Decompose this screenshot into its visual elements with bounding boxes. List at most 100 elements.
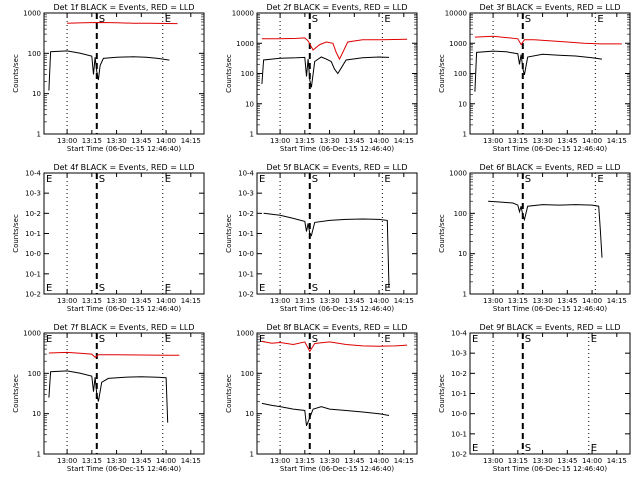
y-axis-label: Counts/sec xyxy=(12,54,20,93)
x-axis-label: Start Time (06-Dec-15 12:46:40) xyxy=(493,465,607,473)
plot-frame xyxy=(469,332,631,455)
marker-bottom-1: E xyxy=(259,283,265,294)
y-axis-label: Counts/sec xyxy=(438,54,446,93)
marker-bottom-3: E xyxy=(591,443,597,454)
series-lld-line xyxy=(261,37,408,61)
y-tick-label: 10 xyxy=(32,90,41,98)
plot-frame xyxy=(256,332,418,455)
y-tick-label: 100 xyxy=(28,370,41,378)
x-tick-label: 13:15 xyxy=(295,137,315,145)
x-tick-label: 14:15 xyxy=(181,297,201,305)
x-tick-label: 13:30 xyxy=(532,457,552,465)
x-tick-label: 13:00 xyxy=(270,137,290,145)
series-lld-line xyxy=(67,21,178,25)
y-axis-label: Counts/sec xyxy=(12,214,20,253)
panel-6: Det 6f BLACK = Events, RED = LLD S E 13:00 1… xyxy=(438,163,631,313)
y-tick-label: 1000 xyxy=(236,40,254,48)
y-tick-label: 1 xyxy=(250,451,254,459)
y-axis-label: Counts/sec xyxy=(225,214,233,253)
panel-5: Det 5f BLACK = Events, RED = LLDEESSEE13… xyxy=(225,163,418,313)
series-lld-line xyxy=(48,351,180,358)
marker-top-2: E xyxy=(384,14,390,25)
series-events-line xyxy=(474,50,603,92)
y-tick-label: 10 xyxy=(458,250,467,258)
y-tick-label: 10-2 xyxy=(25,210,41,218)
marker-bottom-2: S xyxy=(525,443,531,454)
series-events-line xyxy=(261,56,390,88)
y-tick-label: 10-1 xyxy=(451,430,467,438)
x-tick-label: 13:30 xyxy=(532,137,552,145)
panel-title: Det 3f BLACK = Events, RED = LLD xyxy=(479,3,620,12)
y-tick-label: 1000 xyxy=(23,10,41,18)
plot-frame xyxy=(469,12,631,135)
x-axis-label: Start Time (06-Dec-15 12:46:40) xyxy=(67,465,181,473)
panel-title: Det 4f BLACK = Events, RED = LLD xyxy=(53,163,194,172)
x-tick-label: 13:45 xyxy=(344,137,364,145)
y-tick-label: 1000 xyxy=(449,40,467,48)
marker-top-3: E xyxy=(591,334,597,345)
panel-title: Det 5f BLACK = Events, RED = LLD xyxy=(266,163,407,172)
marker-top-1: E xyxy=(472,334,478,345)
marker-top-1: S xyxy=(525,174,531,185)
x-axis-label: Start Time (06-Dec-15 12:46:40) xyxy=(493,305,607,313)
panel-3: Det 3f BLACK = Events, RED = LLD S E 13:00 1… xyxy=(438,3,631,153)
x-tick-label: 13:00 xyxy=(483,297,503,305)
y-tick-label: 100 xyxy=(241,70,254,78)
marker-top-1: S xyxy=(99,14,105,25)
y-tick-label: 1000 xyxy=(23,330,41,338)
x-tick-label: 13:30 xyxy=(106,457,126,465)
y-axis-label: Counts/sec xyxy=(438,374,446,413)
y-axis-label: Counts/sec xyxy=(225,374,233,413)
x-tick-label: 13:30 xyxy=(532,297,552,305)
y-tick-label: 10000 xyxy=(445,10,467,18)
x-tick-label: 13:15 xyxy=(82,457,102,465)
marker-top-1: E xyxy=(46,174,52,185)
marker-top-3: E xyxy=(165,174,171,185)
x-tick-label: 13:15 xyxy=(82,137,102,145)
panel-4: Det 4f BLACK = Events, RED = LLDEESSEE13… xyxy=(12,163,205,313)
y-tick-label: 1 xyxy=(37,451,41,459)
x-axis-label: Start Time (06-Dec-15 12:46:40) xyxy=(280,145,394,153)
x-tick-label: 14:15 xyxy=(394,137,414,145)
y-tick-label: 10-0 xyxy=(451,410,467,418)
x-tick-label: 13:15 xyxy=(295,297,315,305)
x-tick-label: 14:00 xyxy=(369,297,389,305)
x-tick-label: 13:45 xyxy=(131,457,151,465)
x-tick-label: 13:30 xyxy=(319,457,339,465)
y-tick-label: 10-3 xyxy=(451,350,467,358)
marker-top-3: E xyxy=(165,334,171,345)
panel-1: Det 1f BLACK = Events, RED = LLD S E 13:00 1… xyxy=(12,3,205,153)
x-axis-label: Start Time (06-Dec-15 12:46:40) xyxy=(493,145,607,153)
x-tick-label: 14:15 xyxy=(607,297,627,305)
x-tick-label: 14:00 xyxy=(369,137,389,145)
series-events-line xyxy=(488,200,603,258)
marker-top-2: S xyxy=(312,334,318,345)
marker-top-2: E xyxy=(165,14,171,25)
y-tick-label: 100 xyxy=(454,70,467,78)
marker-top-2: S xyxy=(99,334,105,345)
x-tick-label: 13:00 xyxy=(483,137,503,145)
y-tick-label: 1 xyxy=(250,131,254,139)
y-tick-label: 10-2 xyxy=(238,210,254,218)
y-tick-label: 10-1 xyxy=(451,390,467,398)
series-events-line xyxy=(48,50,170,91)
y-tick-label: 10 xyxy=(245,100,254,108)
plot-frame xyxy=(256,172,418,295)
x-tick-label: 13:45 xyxy=(344,457,364,465)
marker-top-1: E xyxy=(259,174,265,185)
y-axis-label: Counts/sec xyxy=(438,214,446,253)
series-events-line xyxy=(48,370,169,423)
y-axis-label: Counts/sec xyxy=(12,374,20,413)
y-tick-label: 10-3 xyxy=(25,190,41,198)
panel-9: Det 9f BLACK = Events, RED = LLDEESSEE13… xyxy=(438,323,631,473)
x-tick-label: 13:45 xyxy=(557,457,577,465)
y-tick-label: 10-4 xyxy=(238,170,254,178)
marker-top-2: S xyxy=(525,334,531,345)
y-tick-label: 10-1 xyxy=(25,230,41,238)
x-tick-label: 14:15 xyxy=(181,457,201,465)
y-tick-label: 1 xyxy=(463,291,467,299)
marker-top-1: S xyxy=(525,14,531,25)
y-tick-label: 1 xyxy=(463,131,467,139)
x-tick-label: 13:45 xyxy=(131,297,151,305)
